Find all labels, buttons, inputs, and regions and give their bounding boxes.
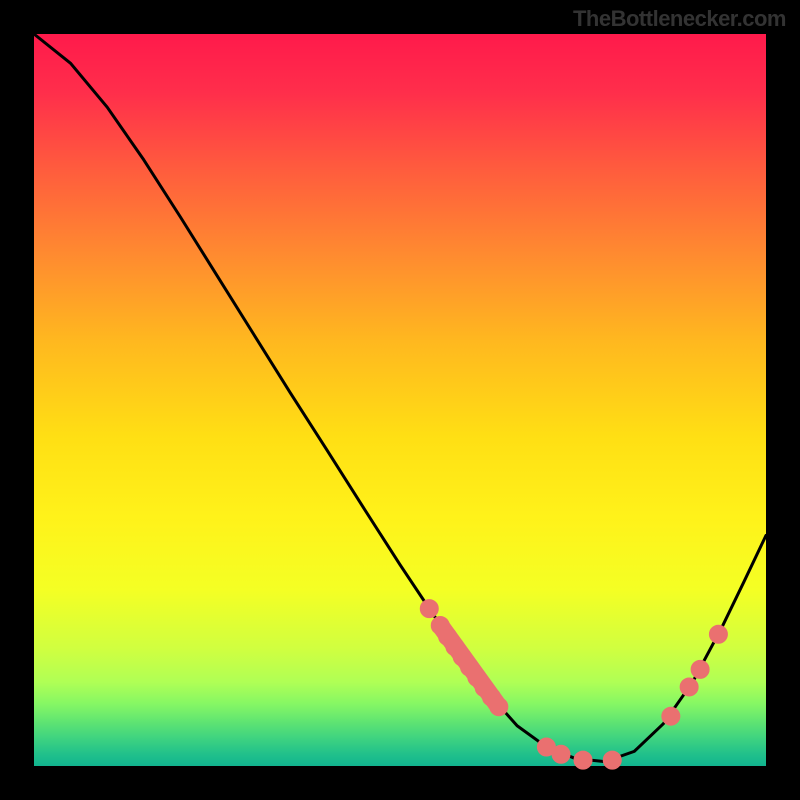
bottleneck-curve — [34, 34, 766, 762]
data-marker — [680, 678, 698, 696]
data-marker — [420, 600, 438, 618]
data-marker — [603, 751, 621, 769]
chart-frame: TheBottlenecker.com — [0, 0, 800, 800]
watermark-text: TheBottlenecker.com — [573, 6, 786, 32]
data-marker — [709, 625, 727, 643]
data-marker — [662, 707, 680, 725]
curve-layer — [0, 0, 800, 800]
data-marker — [490, 698, 508, 716]
data-marker — [574, 751, 592, 769]
data-marker — [691, 660, 709, 678]
data-marker — [552, 745, 570, 763]
